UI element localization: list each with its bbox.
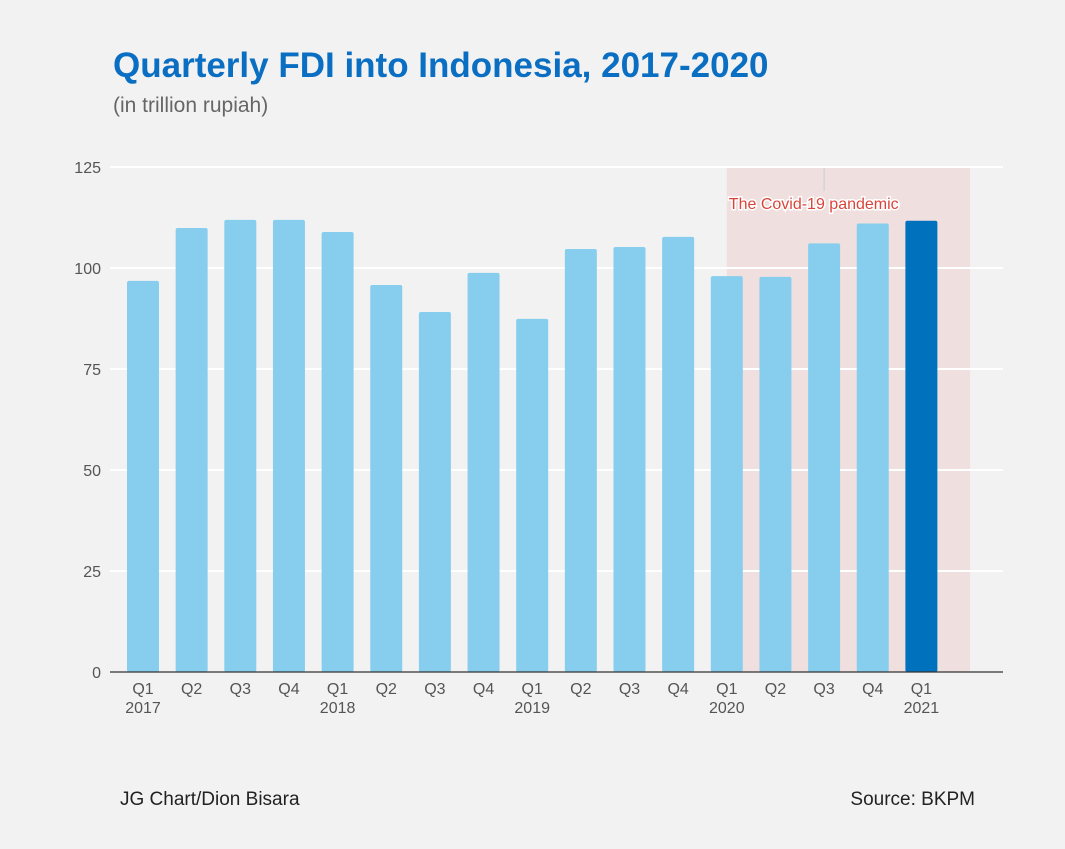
x-tick-label: Q3 (619, 681, 640, 698)
chart-title: Quarterly FDI into Indonesia, 2017-2020 (113, 46, 769, 85)
bar (905, 220, 938, 672)
credit-text: JG Chart/Dion Bisara (120, 789, 300, 810)
x-tick-label: Q2 (376, 681, 397, 698)
x-tick-label: Q3 (813, 681, 834, 698)
bar (370, 284, 403, 672)
x-tick-label: Q3 (230, 681, 251, 698)
y-tick-label: 0 (92, 665, 101, 682)
y-tick-label: 25 (83, 564, 101, 581)
x-tick-label: Q2 (765, 681, 786, 698)
x-tick-year-label: 2017 (125, 700, 161, 717)
y-tick-label: 125 (74, 160, 101, 177)
bar (272, 219, 305, 672)
bar (418, 312, 451, 672)
x-tick-label: Q3 (424, 681, 445, 698)
x-tick-label: Q1 (716, 681, 737, 698)
bar (467, 272, 500, 672)
bar (224, 219, 257, 672)
bar (856, 223, 889, 672)
bar (127, 280, 159, 672)
x-tick-label: Q4 (473, 681, 494, 698)
chart-subtitle: (in trillion rupiah) (113, 94, 268, 117)
x-tick-label: Q4 (862, 681, 883, 698)
x-tick-year-label: 2019 (514, 700, 550, 717)
bar (321, 232, 354, 672)
annotation-text: The Covid-19 pandemic (729, 196, 899, 213)
bar (710, 276, 743, 672)
y-tick-label: 75 (83, 362, 101, 379)
bar (808, 243, 841, 672)
x-tick-label: Q1 (522, 681, 543, 698)
x-tick-label: Q4 (667, 681, 688, 698)
bar (175, 228, 208, 672)
bar (759, 276, 792, 672)
x-tick-year-label: 2021 (904, 700, 940, 717)
bar (662, 236, 695, 672)
x-tick-label: Q1 (132, 681, 153, 698)
source-text: Source: BKPM (850, 789, 975, 810)
x-tick-year-label: 2018 (320, 700, 356, 717)
x-tick-label: Q2 (570, 681, 591, 698)
x-tick-label: Q4 (278, 681, 299, 698)
x-tick-label: Q1 (327, 681, 348, 698)
x-tick-label: Q1 (911, 681, 932, 698)
bar (613, 246, 646, 672)
bar (516, 318, 549, 672)
y-tick-label: 50 (83, 463, 101, 480)
x-tick-label: Q2 (181, 681, 202, 698)
x-tick-year-label: 2020 (709, 700, 745, 717)
bar (564, 249, 597, 672)
y-tick-label: 100 (74, 261, 101, 278)
